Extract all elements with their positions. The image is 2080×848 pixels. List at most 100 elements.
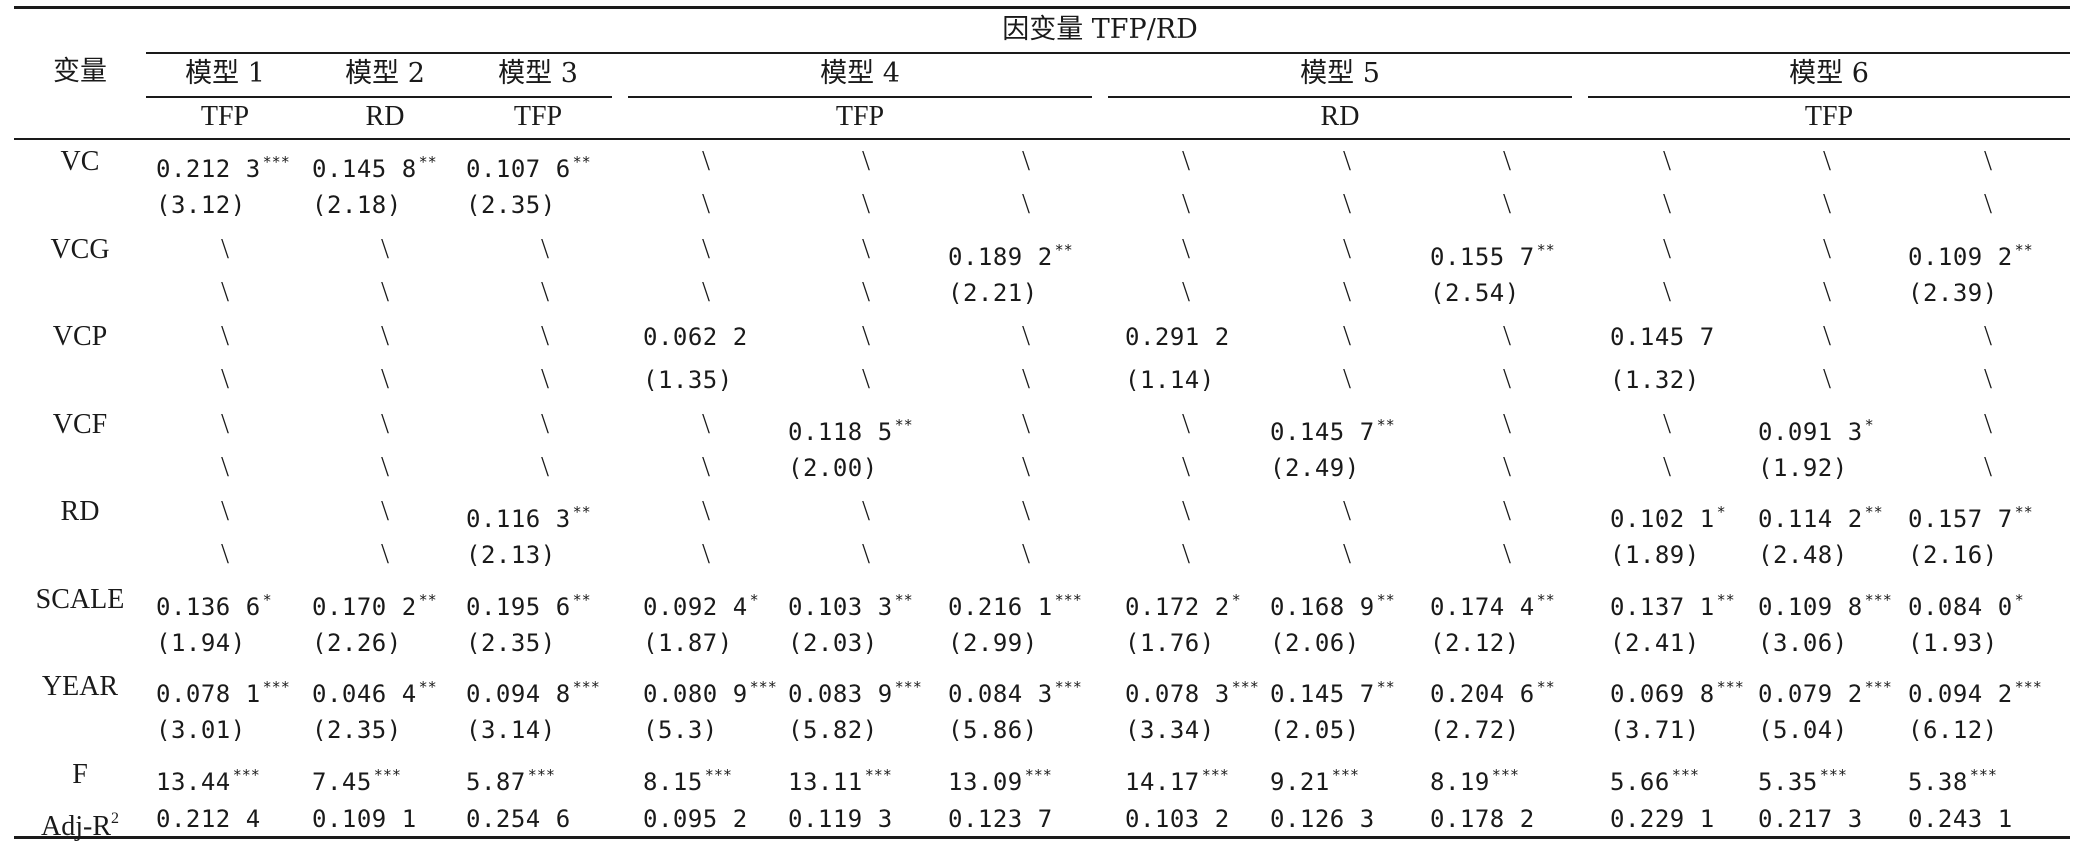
f-stat-cell: 13.44 ***	[156, 765, 260, 796]
t-stat-cell: \	[1984, 364, 1992, 395]
t-stat-cell: \	[1984, 451, 1992, 483]
t-stat-cell: (1.93)	[1908, 628, 1998, 657]
t-stat-cell: (1.35)	[643, 366, 733, 394]
coef-cell: 0.102 1 *	[1610, 503, 1726, 533]
significance-stars: *	[1716, 503, 1726, 521]
t-stat-cell: \	[381, 276, 389, 308]
coef-cell: \	[381, 321, 389, 352]
significance-stars: **	[1864, 503, 1883, 521]
t-stat-cell: \	[1663, 276, 1671, 308]
t-stat-cell: (1.89)	[1610, 541, 1700, 569]
t-stat-cell: (3.12)	[156, 191, 246, 219]
f-stat-cell: 13.11 ***	[788, 765, 892, 796]
coef-cell: \	[1182, 496, 1190, 527]
coef-cell: \	[1182, 408, 1190, 440]
coef-cell: 0.103 3 **	[788, 590, 913, 621]
row-label: VCF	[52, 408, 108, 440]
t-stat-cell: \	[862, 189, 870, 220]
var-header: 变量	[53, 56, 107, 87]
t-stat-cell: \	[862, 276, 870, 308]
t-stat-cell: \	[1343, 189, 1351, 220]
significance-stars: ***	[1716, 678, 1744, 696]
adj-r2-label: Adj-R2	[41, 809, 119, 842]
coef-cell: 0.118 5 **	[788, 415, 913, 446]
adj-r2-cell: 0.243 1	[1908, 804, 2013, 833]
model-5-header: 模型 5	[1300, 58, 1380, 89]
significance-stars: **	[418, 153, 437, 171]
coef-cell: 0.046 4 **	[312, 678, 437, 708]
coef-cell: 0.078 3 ***	[1125, 678, 1259, 708]
significance-stars: **	[2014, 503, 2033, 521]
top-rule	[14, 6, 2070, 9]
t-stat-cell: \	[221, 364, 229, 395]
significance-stars: **	[1054, 240, 1073, 259]
coef-cell: 0.084 0 *	[1908, 590, 2024, 621]
coef-cell: \	[541, 233, 549, 265]
coef-cell: 0.094 2 ***	[1908, 678, 2042, 708]
adj-r2-cell: 0.123 7	[948, 804, 1053, 833]
significance-stars: ***	[1331, 765, 1359, 784]
coef-cell: 0.114 2 **	[1758, 503, 1883, 533]
t-stat-cell: \	[1182, 189, 1190, 220]
row-label: SCALE	[35, 583, 125, 615]
f-row-label: F	[72, 758, 88, 790]
significance-stars: ***	[1491, 765, 1519, 784]
coef-cell: 0.145 7	[1610, 323, 1715, 351]
t-stat-cell: (2.06)	[1270, 628, 1360, 657]
coef-cell: 0.145 7 **	[1270, 415, 1395, 446]
t-stat-cell: \	[1182, 451, 1190, 483]
dependent-var-1: TFP	[200, 101, 250, 132]
t-stat-cell: \	[862, 364, 870, 395]
coef-cell: 0.109 2 **	[1908, 240, 2033, 271]
adj-r2-cell: 0.212 4	[156, 804, 261, 833]
coef-cell: 0.109 8 ***	[1758, 590, 1892, 621]
significance-stars: **	[1536, 590, 1555, 609]
dependent-var-2: RD	[365, 101, 405, 132]
t-stat-cell: \	[541, 364, 549, 395]
header-rule-m5	[1108, 96, 1572, 98]
f-stat-cell: 8.15 ***	[643, 765, 732, 796]
coef-cell: 0.204 6 **	[1430, 678, 1555, 708]
significance-stars: **	[572, 503, 591, 521]
adj-r2-cell: 0.109 1	[312, 804, 417, 833]
row-label: VCG	[50, 233, 110, 265]
model-4-header: 模型 4	[820, 58, 900, 89]
coef-cell: \	[862, 321, 870, 352]
t-stat-cell: (3.14)	[466, 716, 556, 744]
coef-cell: \	[1823, 146, 1831, 177]
significance-stars: **	[894, 415, 913, 434]
t-stat-cell: \	[381, 364, 389, 395]
coef-cell: \	[221, 408, 229, 440]
coef-cell: \	[1984, 321, 1992, 352]
significance-stars: ***	[864, 765, 892, 784]
significance-stars: ***	[749, 678, 777, 696]
significance-stars: *	[1864, 415, 1874, 434]
header-bottom-rule	[14, 138, 2070, 140]
coef-cell: \	[541, 408, 549, 440]
coef-cell: \	[1503, 408, 1511, 440]
row-label: VC	[60, 146, 100, 177]
coef-cell: 0.116 3 **	[466, 503, 591, 533]
significance-stars: **	[572, 153, 591, 171]
significance-stars: ***	[572, 678, 600, 696]
f-stat-cell: 7.45 ***	[312, 765, 401, 796]
coef-cell: 0.145 8 **	[312, 153, 437, 183]
coef-cell: 0.069 8 ***	[1610, 678, 1744, 708]
significance-stars: ***	[1231, 678, 1259, 696]
significance-stars: ***	[373, 765, 401, 784]
t-stat-cell: \	[221, 539, 229, 570]
adj-r2-cell: 0.119 3	[788, 804, 893, 833]
coef-cell: 0.212 3 ***	[156, 153, 290, 183]
adj-r2-cell: 0.095 2	[643, 804, 748, 833]
t-stat-cell: (1.92)	[1758, 453, 1848, 482]
coef-cell: \	[1343, 233, 1351, 265]
model-2-header: 模型 2	[345, 58, 425, 89]
t-stat-cell: (5.3)	[643, 716, 718, 744]
significance-stars: ***	[1054, 678, 1082, 696]
row-label: VCP	[52, 321, 108, 352]
coef-cell: \	[221, 321, 229, 352]
significance-stars: ***	[262, 153, 290, 171]
significance-stars: ***	[1671, 765, 1699, 784]
significance-stars: ***	[527, 765, 555, 784]
bottom-rule	[14, 836, 2070, 839]
